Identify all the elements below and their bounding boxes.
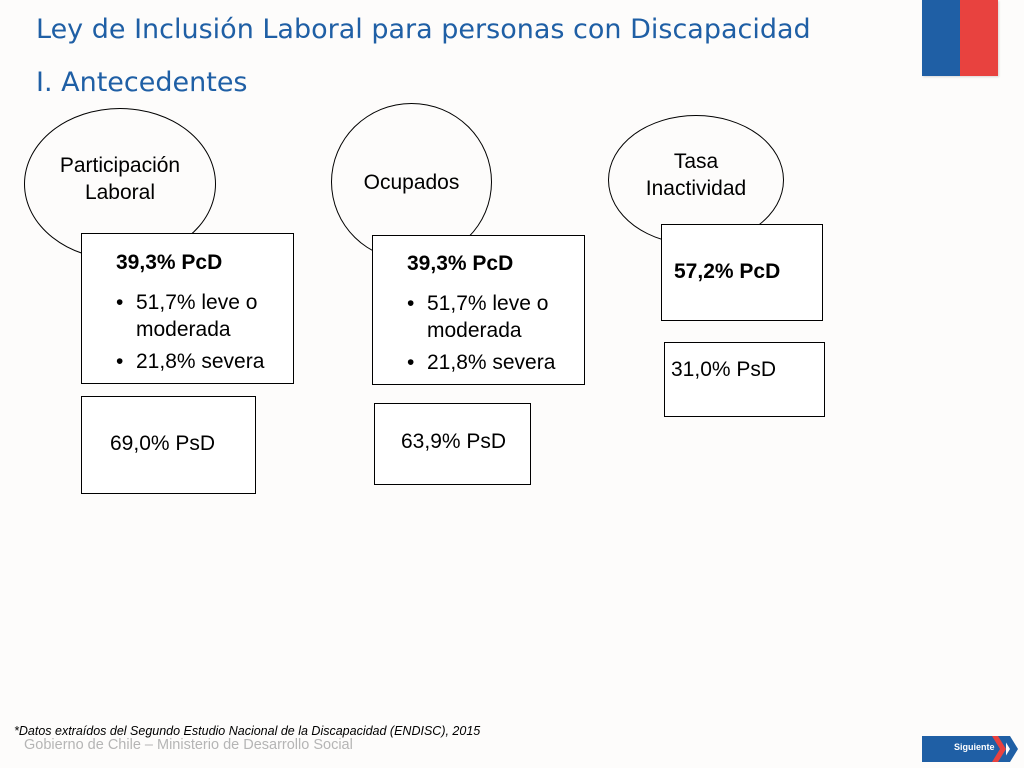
flag-blue-stripe — [922, 0, 960, 76]
psd-value: 63,9% PsD — [401, 430, 507, 453]
severity-item: 51,7% leve o moderada — [405, 290, 581, 344]
severity-item: 51,7% leve o moderada — [114, 289, 290, 343]
ellipse-label-line: Tasa — [673, 150, 719, 173]
ellipse-label-line: Ocupados — [363, 170, 460, 194]
severity-list: 51,7% leve o moderada 21,8% severa — [405, 290, 581, 381]
psd-box-ocupados: 63,9% PsD — [374, 403, 531, 485]
psd-value: 31,0% PsD — [671, 358, 777, 381]
psd-box-participacion: 69,0% PsD — [81, 396, 256, 494]
source-footnote: *Datos extraídos del Segundo Estudio Nac… — [14, 724, 481, 738]
psd-box-inactividad: 31,0% PsD — [664, 342, 825, 417]
psd-value: 69,0% PsD — [110, 432, 216, 455]
severity-item: 21,8% severa — [405, 349, 581, 376]
pcd-value: 57,2% PcD — [674, 260, 781, 283]
next-button-label: Siguiente — [954, 742, 995, 752]
chevron-right-icon — [992, 736, 1018, 762]
chile-flag-logo — [922, 0, 998, 76]
ellipse-label-line: Inactividad — [645, 177, 747, 200]
next-button-body — [930, 736, 1006, 762]
pcd-box-participacion: 39,3% PcD 51,7% leve o moderada 21,8% se… — [81, 233, 294, 384]
pcd-value: 39,3% PcD — [407, 252, 514, 275]
pcd-value: 39,3% PcD — [116, 251, 223, 274]
pcd-box-ocupados: 39,3% PcD 51,7% leve o moderada 21,8% se… — [372, 235, 585, 385]
next-button[interactable] — [922, 732, 1018, 766]
section-subtitle: I. Antecedentes — [36, 67, 248, 98]
page-title: Ley de Inclusión Laboral para personas c… — [36, 14, 811, 45]
flag-red-stripe — [960, 0, 998, 76]
severity-list: 51,7% leve o moderada 21,8% severa — [114, 289, 290, 380]
severity-item: 21,8% severa — [114, 348, 290, 375]
ellipse-ocupados: Ocupados — [331, 103, 492, 261]
ellipse-label-line: Laboral — [84, 181, 156, 204]
ellipse-label-line: Participación — [59, 154, 181, 177]
pcd-box-inactividad: 57,2% PcD — [661, 224, 823, 321]
footer-brand: Gobierno de Chile – Ministerio de Desarr… — [24, 737, 353, 753]
